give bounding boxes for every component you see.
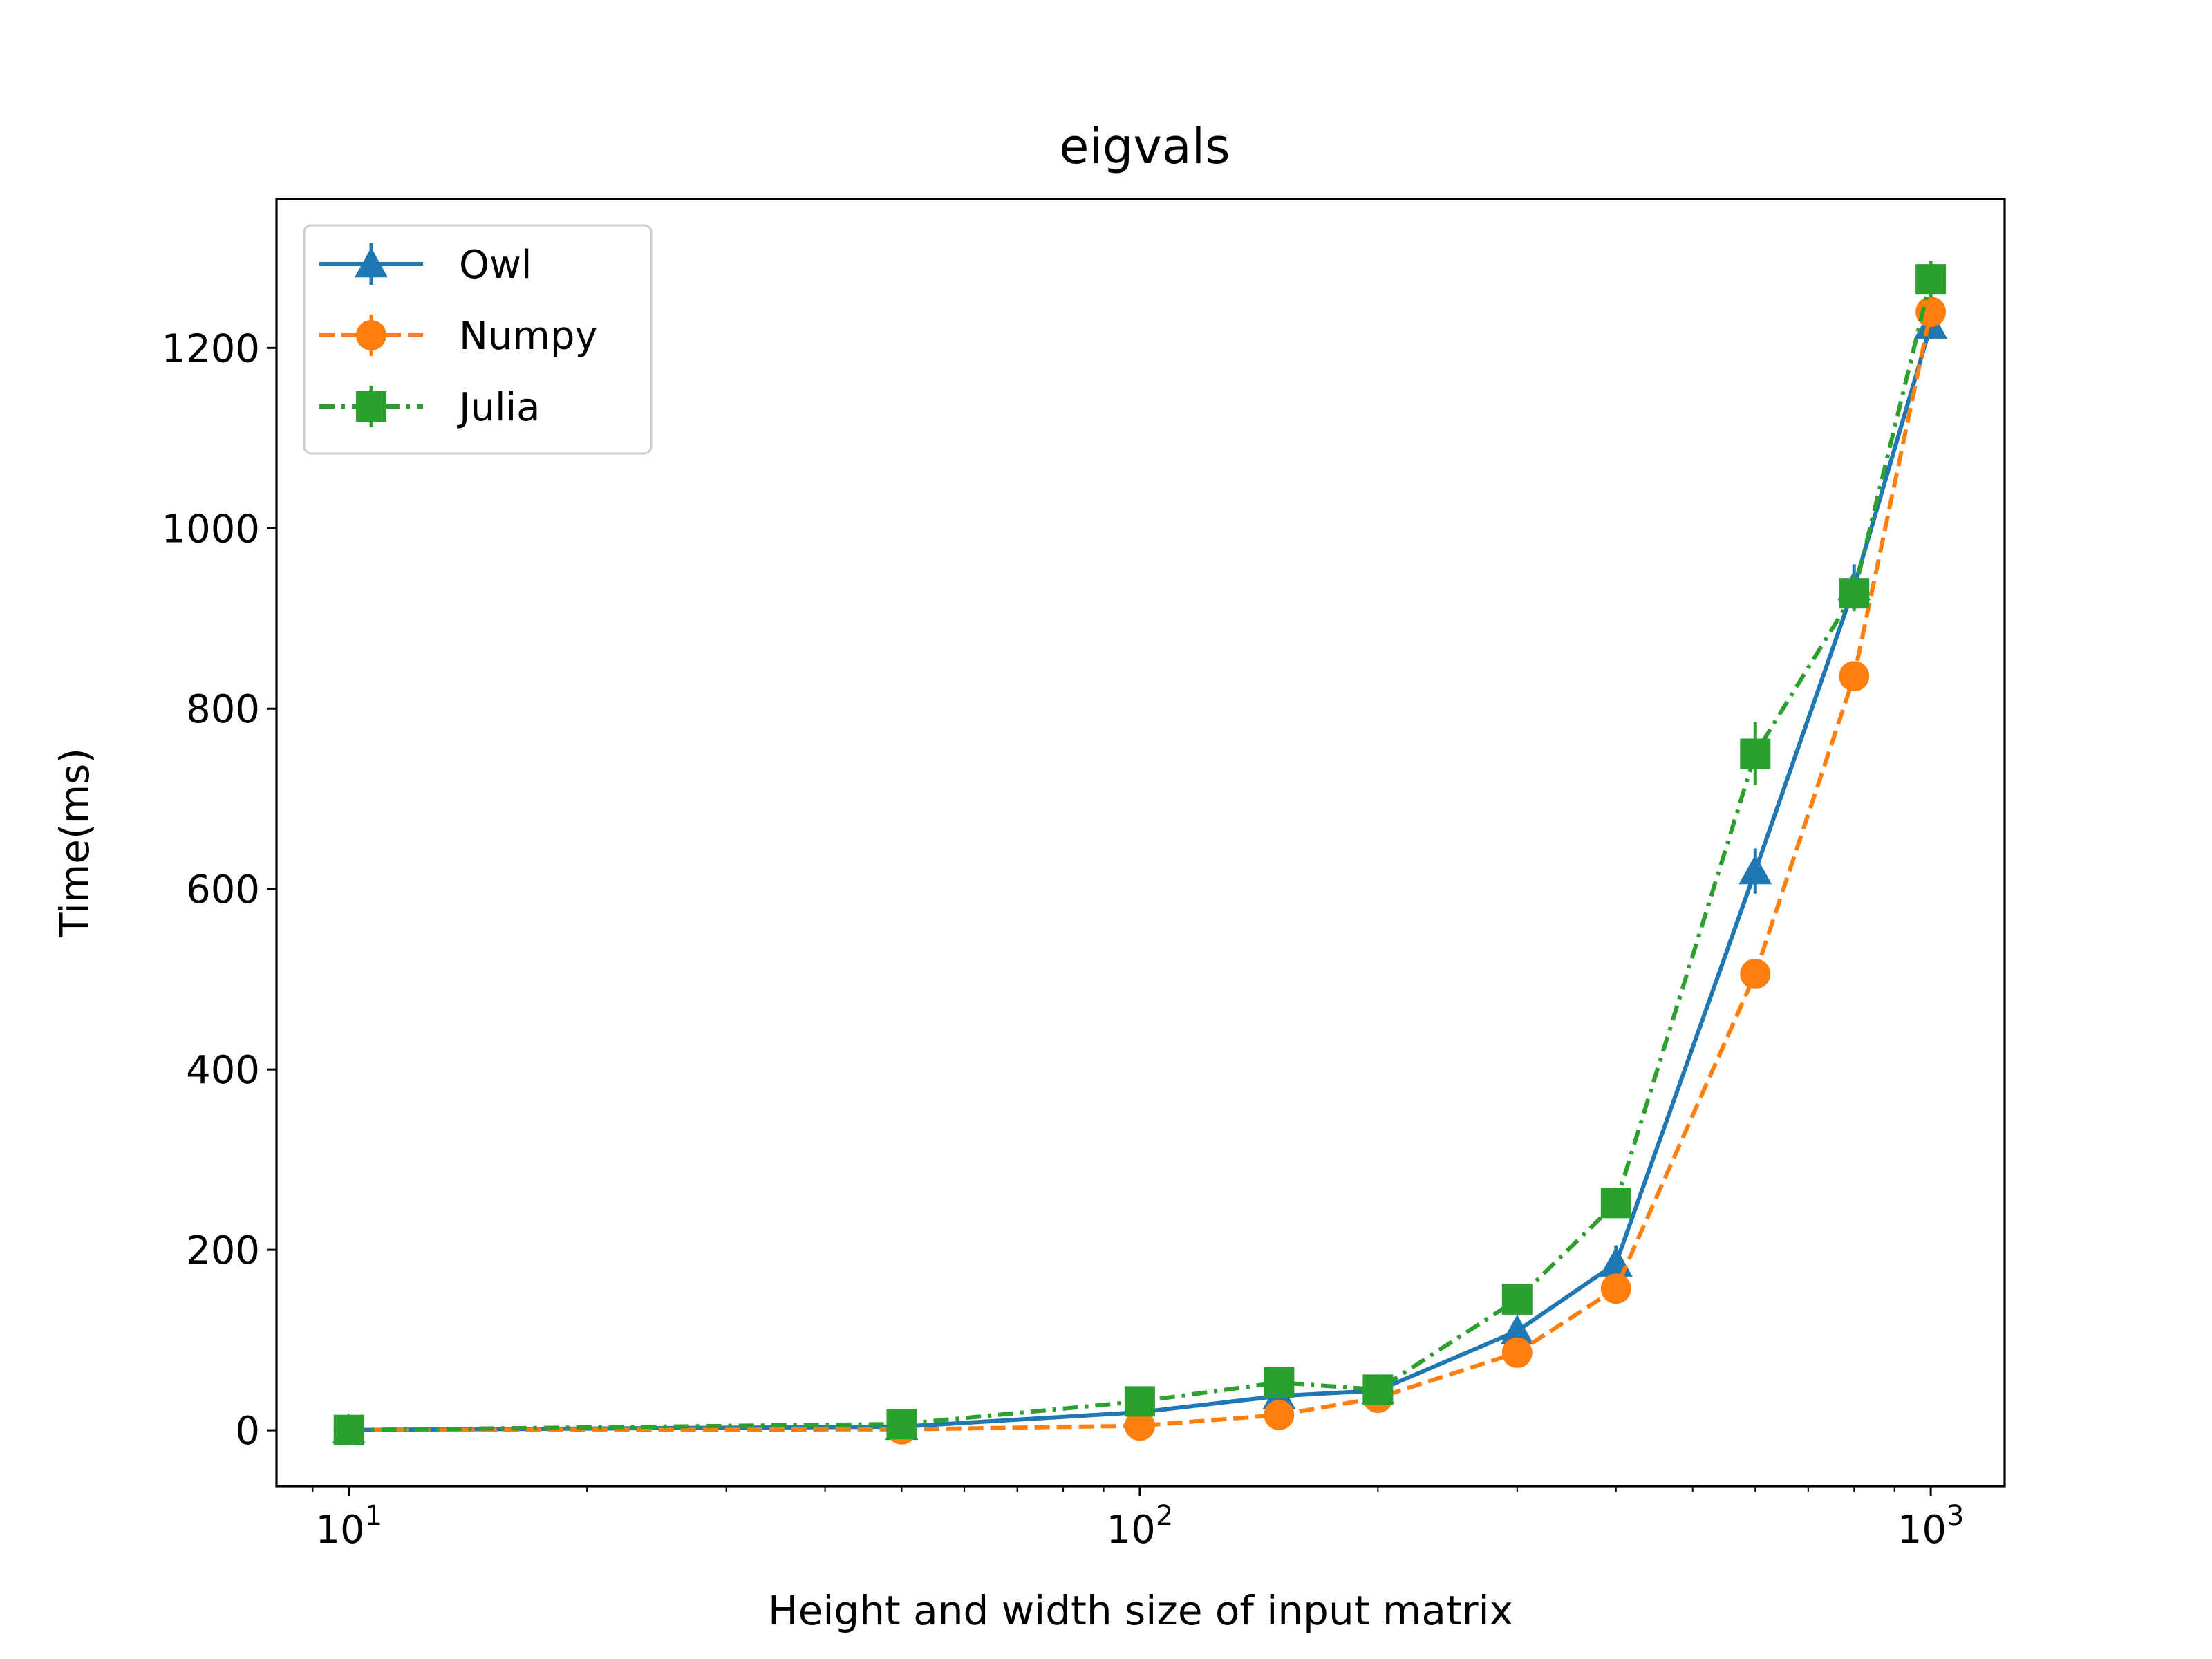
- legend: Owl Numpy Julia: [303, 224, 653, 455]
- x-axis-ticks: 101 102 103: [312, 1486, 1964, 1553]
- series-line: [348, 324, 1933, 1432]
- series-julia: [333, 261, 1947, 1445]
- y-axis-label: Time(ms): [51, 748, 98, 938]
- data-point: [1362, 1374, 1394, 1405]
- chart-title: eigvals: [1059, 118, 1230, 175]
- series-line: [348, 311, 1933, 1432]
- data-point: [1500, 1314, 1534, 1344]
- x-tick-label: 103: [1897, 1500, 1965, 1553]
- x-tick-label: 101: [315, 1500, 382, 1553]
- data-point: [1501, 1284, 1533, 1315]
- data-point: [1600, 1273, 1631, 1304]
- legend-label: Owl: [459, 243, 532, 288]
- legend-marker: [356, 320, 386, 350]
- data-point: [1740, 958, 1771, 989]
- legend-marker: [356, 391, 386, 422]
- y-tick-label: 1200: [161, 326, 260, 371]
- data-point: [886, 1408, 917, 1439]
- data-point: [1839, 578, 1870, 609]
- legend-label: Numpy: [459, 314, 598, 359]
- y-tick-label: 1000: [161, 507, 260, 552]
- data-point: [1915, 264, 1947, 295]
- data-point: [1740, 738, 1771, 769]
- data-point: [1839, 661, 1870, 692]
- y-tick-label: 200: [186, 1228, 260, 1273]
- x-axis-label: Height and width size of input matrix: [768, 1587, 1513, 1634]
- data-point: [1124, 1410, 1155, 1441]
- data-point: [1738, 854, 1772, 885]
- y-tick-label: 600: [186, 868, 260, 912]
- y-axis-ticks: 0 200 400 600 800 1000 1200: [161, 326, 276, 1454]
- data-point: [1915, 297, 1947, 328]
- data-point: [333, 1414, 364, 1445]
- y-tick-label: 400: [186, 1048, 260, 1093]
- legend-box: [303, 224, 653, 455]
- legend-label: Julia: [457, 385, 540, 430]
- y-tick-label: 800: [186, 687, 260, 732]
- series-line: [348, 279, 1933, 1432]
- data-point: [1264, 1367, 1295, 1398]
- data-point: [1501, 1337, 1533, 1368]
- y-tick-label: 0: [235, 1409, 260, 1454]
- data-point: [1264, 1399, 1295, 1430]
- data-point: [1600, 1188, 1631, 1219]
- data-point: [1124, 1386, 1155, 1417]
- series-layer: [332, 261, 1948, 1445]
- legend-marker: [355, 247, 388, 278]
